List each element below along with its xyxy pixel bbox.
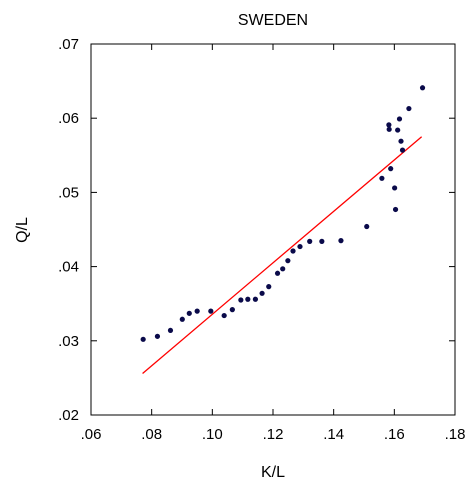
x-tick-label: .08 xyxy=(141,426,162,443)
chart-title: SWEDEN xyxy=(238,12,308,29)
scatter-point xyxy=(194,308,200,314)
scatter-point xyxy=(266,284,272,290)
x-tick-label: .16 xyxy=(384,426,405,443)
x-tick-label: .18 xyxy=(445,426,466,443)
scatter-point xyxy=(238,297,244,303)
scatter-point xyxy=(290,248,296,254)
scatter-point xyxy=(395,127,401,133)
plot-frame xyxy=(90,43,456,416)
x-tick-label: .12 xyxy=(263,426,284,443)
scatter-point xyxy=(406,105,412,112)
x-tick-label: .06 xyxy=(81,426,102,443)
scatter-point xyxy=(396,116,403,122)
scatter-point xyxy=(280,266,286,272)
scatter-point xyxy=(154,333,161,339)
y-tick-label: .06 xyxy=(58,110,79,127)
x-tick-label: .14 xyxy=(323,426,344,443)
scatter-point xyxy=(386,126,392,132)
scatter-point xyxy=(392,185,398,191)
scatter-point xyxy=(307,238,313,244)
scatter-point xyxy=(208,308,214,314)
scatter-point xyxy=(419,85,426,91)
scatter-point xyxy=(399,147,406,153)
scatter-point xyxy=(274,270,281,276)
scatter-point xyxy=(388,166,394,172)
scatter-point xyxy=(364,223,370,230)
scatter-point xyxy=(179,316,185,322)
x-axis-title: K/L xyxy=(261,464,285,481)
scatter-points-layer xyxy=(140,85,426,342)
scatter-point xyxy=(379,175,385,181)
y-axis-ticks: .02 .03 .04 .05 .06 .07 xyxy=(58,36,455,424)
scatter-point xyxy=(319,238,325,244)
scatter-point xyxy=(285,258,291,264)
scatter-point xyxy=(398,138,404,144)
y-tick-label: .07 xyxy=(58,36,79,53)
y-tick-label: .03 xyxy=(58,333,79,350)
scatter-point xyxy=(252,296,259,302)
scatter-point xyxy=(338,238,344,244)
y-tick-label: .02 xyxy=(58,407,79,424)
scatter-point xyxy=(167,327,174,334)
scatter-point xyxy=(259,290,265,296)
scatter-point xyxy=(229,307,235,313)
scatter-point xyxy=(245,296,251,302)
fit-line xyxy=(142,136,423,374)
scatter-point xyxy=(186,310,192,316)
scatter-point xyxy=(221,312,227,319)
y-tick-label: .05 xyxy=(58,184,79,201)
y-axis-title: Q/L xyxy=(14,217,31,243)
fit-line-layer xyxy=(142,136,423,374)
x-tick-label: .10 xyxy=(202,426,223,443)
scatter-point xyxy=(140,336,146,342)
scatter-point xyxy=(297,243,303,250)
scatter-point xyxy=(386,122,392,128)
y-tick-label: .04 xyxy=(58,259,79,276)
x-axis-ticks: .06 .08 .10 .12 .14 .16 .18 xyxy=(81,44,466,443)
scatter-point xyxy=(392,206,399,213)
